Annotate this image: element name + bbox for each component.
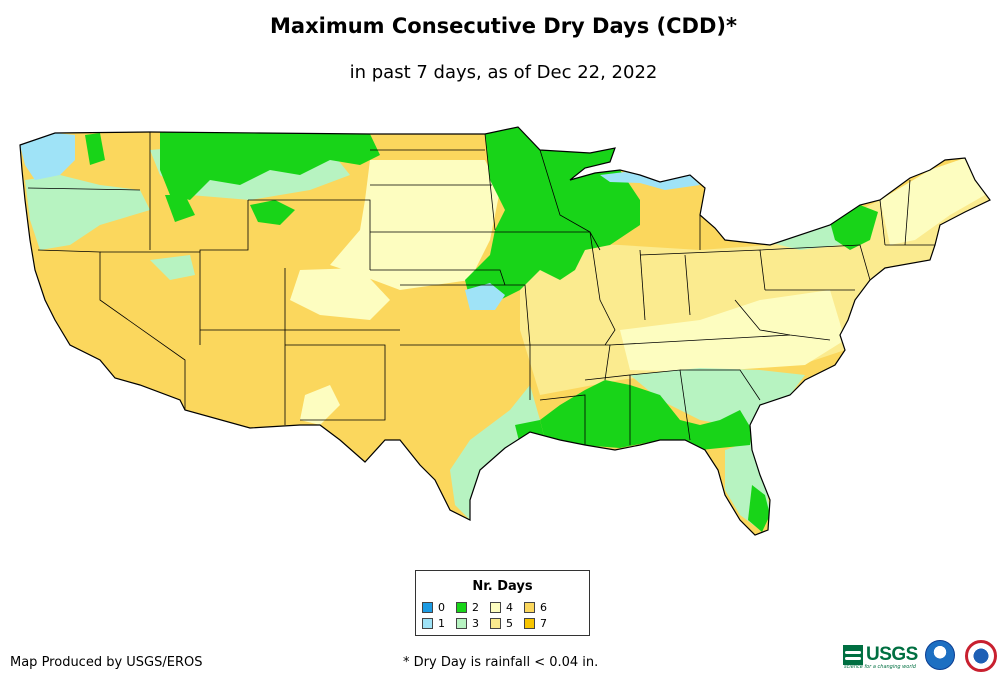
legend-swatch [490,602,501,613]
legend-grid: 0 2 4 6 1 3 5 7 [422,601,590,630]
legend-item: 1 [422,617,456,630]
legend-label: 3 [472,617,479,630]
legend-label: 1 [438,617,445,630]
usgs-tagline: science for a changing world [844,664,916,670]
zone-4-newmexico [300,385,340,425]
nws-logo-icon [965,640,997,672]
zone-4-plains [330,160,500,290]
zone-3-southeast [630,368,805,430]
legend-item: 2 [456,601,490,614]
zone-2-upper-midwest [465,127,640,300]
dry-day-footnote: * Dry Day is rainfall < 0.04 in. [403,655,599,670]
legend-label: 6 [540,601,547,614]
us-outline [19,126,991,536]
legend-label: 7 [540,617,547,630]
map-title: Maximum Consecutive Dry Days (CDD)* [270,14,737,38]
legend-swatch [456,602,467,613]
zone-1-kansas [465,283,505,310]
map-subtitle: in past 7 days, as of Dec 22, 2022 [349,62,658,83]
legend-item: 3 [456,617,490,630]
zone-4-colorado [290,268,390,320]
legend-swatch [524,618,535,629]
legend-swatch [422,602,433,613]
zone-1-washington [20,133,75,180]
zone-2-wa [85,133,105,165]
legend: Nr. Days 0 2 4 6 1 3 5 7 [415,570,590,636]
usgs-logo: USGS [843,640,921,670]
zone-2-florida-s [748,485,770,532]
noaa-logo-icon [925,640,955,670]
legend-item: 5 [490,617,524,630]
usgs-logo-text: USGS [866,644,918,665]
legend-swatch [490,618,501,629]
legend-label: 0 [438,601,445,614]
zone-2-southeast [540,380,752,450]
map-credit: Map Produced by USGS/EROS [10,655,203,670]
zone-3-northwest [25,175,150,250]
legend-label: 4 [506,601,513,614]
legend-label: 5 [506,617,513,630]
zone-4-newengland [880,158,985,245]
zone-2-idaho [165,195,195,222]
legend-swatch [524,602,535,613]
zone-2-wyoming [250,200,295,225]
us-cdd-map [19,126,991,536]
legend-title: Nr. Days [472,579,533,594]
legend-item: 7 [524,617,558,630]
legend-item: 0 [422,601,456,614]
zone-2-montana-n [160,132,380,200]
zone-4-appalachia [620,290,845,372]
legend-swatch [422,618,433,629]
state-boundaries [27,132,935,445]
zone-3-nevada [150,255,195,280]
usgs-waves-icon [843,645,863,665]
legend-item: 4 [490,601,524,614]
legend-swatch [456,618,467,629]
zone-3-texas [450,385,540,520]
legend-item: 6 [524,601,558,614]
legend-label: 2 [472,601,479,614]
